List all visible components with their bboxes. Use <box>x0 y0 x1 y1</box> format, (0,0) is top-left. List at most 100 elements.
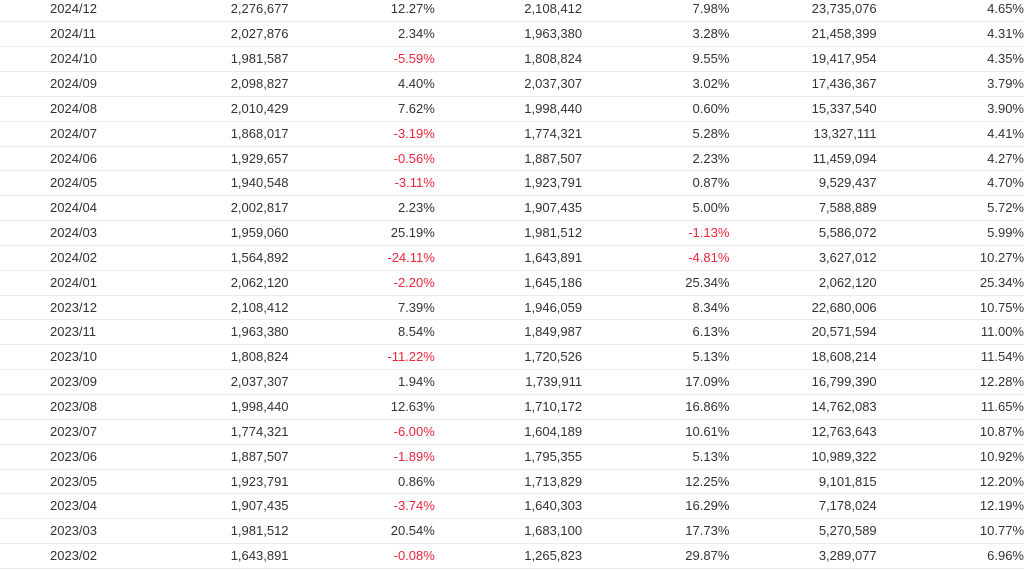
change-1-cell: 20.54% <box>288 518 435 545</box>
month-cell: 2024/01 <box>0 270 131 296</box>
value-3-cell: 10,989,322 <box>729 444 877 470</box>
value-1-cell: 2,027,876 <box>130 21 289 48</box>
value-2-cell: 1,808,824 <box>434 46 583 73</box>
change-1-cell: 12.63% <box>288 394 435 420</box>
change-3-cell: 11.65% <box>876 394 1024 420</box>
change-3-cell: 4.65% <box>876 0 1024 23</box>
value-3-cell: 22,680,006 <box>729 295 877 321</box>
month-cell: 2023/10 <box>0 344 131 371</box>
change-2-cell: 9.55% <box>582 46 730 73</box>
value-1-cell: 2,002,817 <box>130 195 289 222</box>
value-1-cell: 1,887,507 <box>130 444 289 470</box>
table-row: 2024/03 1,959,060 25.19% 1,981,512 -1.13… <box>0 220 1024 246</box>
table-row: 2023/10 1,808,824 -11.22% 1,720,526 5.13… <box>0 344 1024 371</box>
value-2-cell: 1,774,321 <box>434 121 583 147</box>
change-2-cell: 7.98% <box>582 0 730 23</box>
change-3-cell: 4.31% <box>876 21 1024 48</box>
change-3-cell: 10.77% <box>876 518 1024 545</box>
value-3-cell: 5,586,072 <box>729 220 877 246</box>
table-row: 2023/06 1,887,507 -1.89% 1,795,355 5.13%… <box>0 444 1024 470</box>
month-cell: 2023/03 <box>0 518 131 545</box>
change-3-cell: 5.72% <box>876 195 1024 222</box>
change-2-cell: 5.00% <box>582 195 730 222</box>
table-row: 2023/05 1,923,791 0.86% 1,713,829 12.25%… <box>0 469 1024 495</box>
value-3-cell: 3,627,012 <box>729 245 877 271</box>
value-2-cell: 1,923,791 <box>434 170 583 197</box>
value-3-cell: 2,062,120 <box>729 270 877 296</box>
change-3-cell: 4.27% <box>876 146 1024 172</box>
value-1-cell: 1,940,548 <box>130 170 289 197</box>
value-1-cell: 1,981,512 <box>130 518 289 545</box>
change-1-cell: -6.00% <box>288 419 435 445</box>
change-1-cell: -3.11% <box>288 170 435 197</box>
change-2-cell: 17.09% <box>582 369 730 395</box>
change-1-cell: -3.19% <box>288 121 435 147</box>
value-3-cell: 9,101,815 <box>729 469 877 495</box>
change-3-cell: 12.20% <box>876 469 1024 495</box>
change-3-cell: 5.99% <box>876 220 1024 246</box>
change-3-cell: 6.96% <box>876 543 1024 569</box>
change-2-cell: 2.23% <box>582 146 730 172</box>
value-3-cell: 5,270,589 <box>729 518 877 545</box>
month-cell: 2024/03 <box>0 220 131 246</box>
value-1-cell: 1,808,824 <box>130 344 289 371</box>
value-3-cell: 14,762,083 <box>729 394 877 420</box>
change-1-cell: 1.94% <box>288 369 435 395</box>
value-3-cell: 20,571,594 <box>729 319 877 346</box>
value-2-cell: 1,683,100 <box>434 518 583 545</box>
change-1-cell: 2.23% <box>288 195 435 222</box>
value-2-cell: 1,887,507 <box>434 146 583 172</box>
table-row: 2024/12 2,276,677 12.27% 2,108,412 7.98%… <box>0 0 1024 23</box>
value-2-cell: 1,963,380 <box>434 21 583 48</box>
month-cell: 2024/08 <box>0 96 131 122</box>
month-cell: 2024/11 <box>0 21 131 48</box>
value-1-cell: 1,774,321 <box>130 419 289 445</box>
value-3-cell: 13,327,111 <box>729 121 877 147</box>
month-cell: 2024/12 <box>0 0 131 23</box>
value-2-cell: 1,981,512 <box>434 220 583 246</box>
change-1-cell: -1.89% <box>288 444 435 470</box>
table-row: 2024/01 2,062,120 -2.20% 1,645,186 25.34… <box>0 270 1024 296</box>
table-row: 2024/06 1,929,657 -0.56% 1,887,507 2.23%… <box>0 146 1024 172</box>
change-3-cell: 4.70% <box>876 170 1024 197</box>
value-3-cell: 3,289,077 <box>729 543 877 569</box>
value-2-cell: 1,643,891 <box>434 245 583 271</box>
change-3-cell: 10.87% <box>876 419 1024 445</box>
value-3-cell: 7,588,889 <box>729 195 877 222</box>
value-2-cell: 1,710,172 <box>434 394 583 420</box>
value-1-cell: 1,643,891 <box>130 543 289 569</box>
value-1-cell: 1,923,791 <box>130 469 289 495</box>
change-1-cell: -5.59% <box>288 46 435 73</box>
change-3-cell: 3.79% <box>876 71 1024 97</box>
month-cell: 2024/04 <box>0 195 131 222</box>
value-2-cell: 1,604,189 <box>434 419 583 445</box>
table-row: 2024/10 1,981,587 -5.59% 1,808,824 9.55%… <box>0 46 1024 73</box>
month-cell: 2024/07 <box>0 121 131 147</box>
value-3-cell: 19,417,954 <box>729 46 877 73</box>
value-2-cell: 1,849,987 <box>434 319 583 346</box>
month-cell: 2024/09 <box>0 71 131 97</box>
value-2-cell: 1,946,059 <box>434 295 583 321</box>
change-2-cell: 17.73% <box>582 518 730 545</box>
change-2-cell: 3.28% <box>582 21 730 48</box>
value-1-cell: 2,276,677 <box>130 0 289 23</box>
value-2-cell: 1,645,186 <box>434 270 583 296</box>
change-1-cell: -3.74% <box>288 493 435 520</box>
change-3-cell: 4.35% <box>876 46 1024 73</box>
month-cell: 2023/07 <box>0 419 131 445</box>
change-3-cell: 11.54% <box>876 344 1024 371</box>
change-1-cell: 25.19% <box>288 220 435 246</box>
change-2-cell: 3.02% <box>582 71 730 97</box>
value-1-cell: 2,037,307 <box>130 369 289 395</box>
change-2-cell: 29.87% <box>582 543 730 569</box>
change-2-cell: -4.81% <box>582 245 730 271</box>
month-cell: 2023/12 <box>0 295 131 321</box>
value-1-cell: 2,108,412 <box>130 295 289 321</box>
month-cell: 2024/06 <box>0 146 131 172</box>
change-1-cell: -11.22% <box>288 344 435 371</box>
value-3-cell: 23,735,076 <box>729 0 877 23</box>
value-2-cell: 1,795,355 <box>434 444 583 470</box>
